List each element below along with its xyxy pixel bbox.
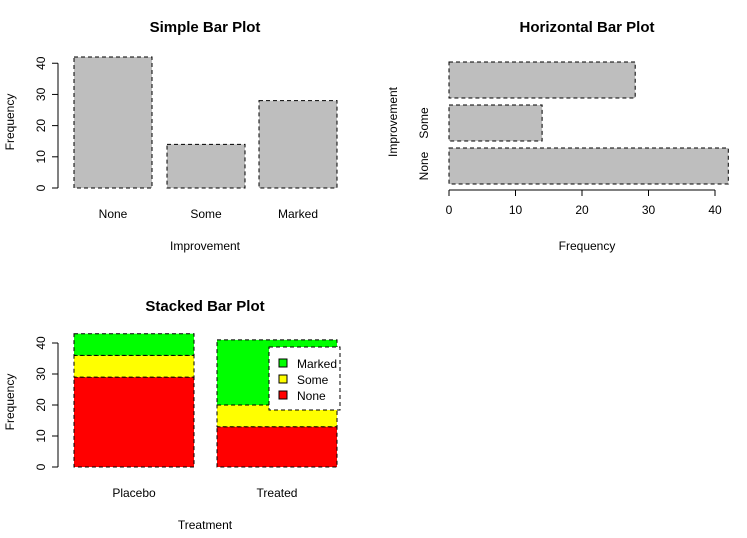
chart1-title: Simple Bar Plot <box>150 19 261 36</box>
legend-label: Some <box>297 373 329 387</box>
chart3-legend: Marked Some None <box>268 346 341 411</box>
y-tick-label: 40 <box>34 56 48 70</box>
chart1-xlabel: Improvement <box>170 239 241 253</box>
legend-label: None <box>297 389 326 403</box>
category-label: Treated <box>257 486 298 500</box>
chart1-bars <box>73 56 338 189</box>
chart2-title: Horizontal Bar Plot <box>519 19 654 36</box>
y-tick-label: 10 <box>34 150 48 164</box>
category-label: Some <box>190 207 222 221</box>
simple-bar-plot: Simple Bar Plot Improvement Frequency 0 1… <box>3 19 338 253</box>
legend-swatch-marked <box>278 358 288 368</box>
x-tick-label: 30 <box>642 203 656 217</box>
y-tick-label: 20 <box>34 119 48 133</box>
stacked-bar-plot: Stacked Bar Plot Treatment Frequency 0 10… <box>3 298 341 532</box>
legend-swatch-some <box>278 374 288 384</box>
y-tick-label: 30 <box>34 367 48 381</box>
y-tick-label: 20 <box>34 398 48 412</box>
chart3-title: Stacked Bar Plot <box>145 298 264 315</box>
x-tick-label: 0 <box>446 203 453 217</box>
chart2-category-labels: None Some <box>417 107 431 180</box>
chart1-y-axis: 0 10 20 30 40 <box>34 56 59 191</box>
y-tick-label: 0 <box>34 184 48 191</box>
y-tick-label: 30 <box>34 87 48 101</box>
x-tick-label: 40 <box>708 203 722 217</box>
chart3-ylabel: Frequency <box>3 374 17 431</box>
chart1-category-labels: None Some Marked <box>99 207 318 221</box>
bar-none <box>448 147 729 185</box>
legend-label: Marked <box>297 357 337 371</box>
y-tick-label: 0 <box>34 463 48 470</box>
legend-swatch-none <box>278 390 288 400</box>
bar-marked <box>258 100 338 189</box>
category-label: Placebo <box>112 486 156 500</box>
y-tick-label: 40 <box>34 336 48 350</box>
category-label: None <box>99 207 128 221</box>
y-tick-label: 10 <box>34 429 48 443</box>
x-tick-label: 20 <box>575 203 589 217</box>
bar-none <box>73 56 153 189</box>
x-tick-label: 10 <box>509 203 523 217</box>
chart2-x-axis: 0 10 20 30 40 <box>446 189 722 217</box>
category-label: None <box>417 151 431 180</box>
horizontal-bar-plot: Horizontal Bar Plot Frequency Improvemen… <box>386 19 729 253</box>
chart3-xlabel: Treatment <box>178 518 233 532</box>
bar-some <box>166 143 246 189</box>
chart3-y-axis: 0 10 20 30 40 <box>34 336 59 470</box>
chart1-ylabel: Frequency <box>3 94 17 151</box>
bar-placebo-none <box>73 376 195 468</box>
bar-placebo-marked <box>73 333 195 356</box>
bar-placebo-some <box>73 354 195 378</box>
chart2-bars <box>448 61 729 185</box>
chart3-category-labels: Placebo Treated <box>112 486 297 500</box>
bar-some <box>448 104 543 142</box>
bar-treated-none <box>216 426 338 468</box>
category-label: Some <box>417 107 431 139</box>
bar-marked <box>448 61 636 99</box>
category-label: Marked <box>278 207 318 221</box>
chart2-xlabel: Frequency <box>559 239 616 253</box>
chart2-ylabel: Improvement <box>386 86 400 157</box>
